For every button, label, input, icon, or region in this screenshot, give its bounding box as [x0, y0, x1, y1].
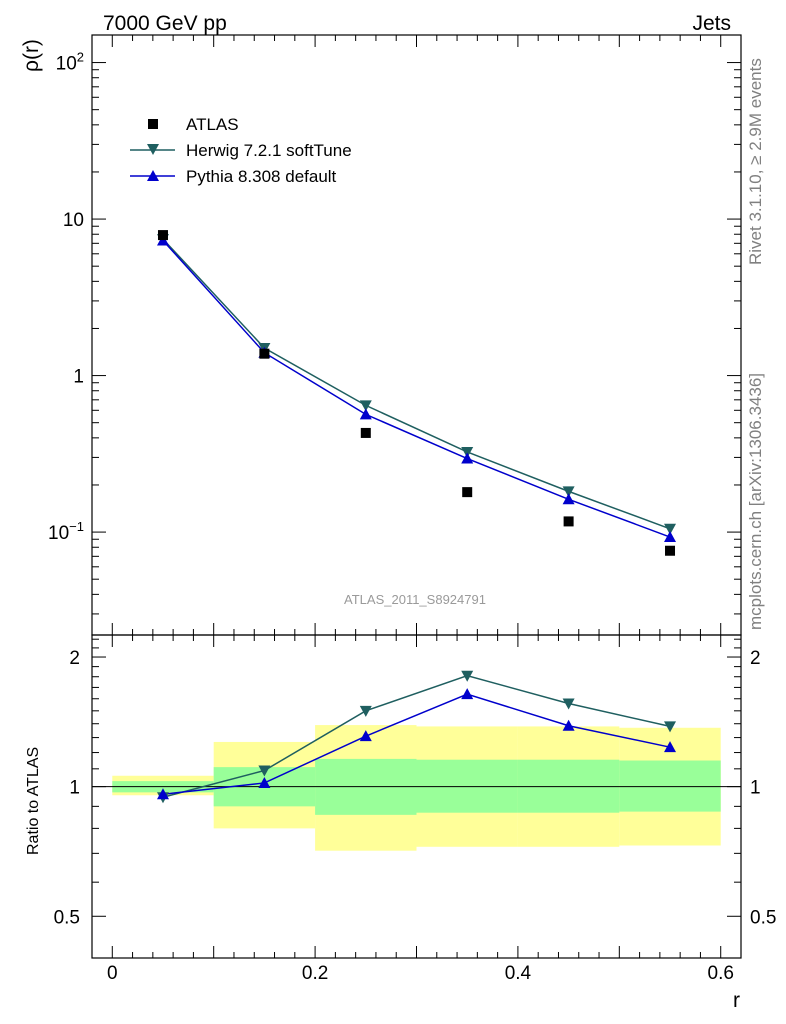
ratio-y-tick-label-right: 1 — [750, 778, 761, 799]
plot-content: 0 0.2 0.4 0.6 10−1 1 10 102 0.5 0.5 1 1 2 2 — [48, 34, 776, 984]
pythia-ratio-point — [258, 776, 271, 788]
pythia-ratio-point — [664, 741, 677, 753]
legend-herwig-marker — [147, 144, 159, 155]
ratio-y-tick-label-left: 0.5 — [54, 907, 80, 928]
legend-atlas-marker — [148, 119, 158, 129]
herwig-ratio-point — [664, 721, 677, 733]
x-tick-label: 0.6 — [708, 963, 734, 984]
legend-pythia-marker — [147, 170, 159, 181]
tick-exponent: 2 — [77, 50, 84, 65]
pythia-ratio-point — [461, 688, 474, 700]
main-y-tick-label: 1 — [73, 367, 84, 388]
herwig-ratio-point — [258, 765, 271, 777]
process-label: Jets — [692, 12, 731, 35]
legend-herwig-label: Herwig 7.2.1 softTune — [186, 141, 352, 160]
herwig-main-point — [664, 523, 677, 535]
pythia-main-point — [562, 493, 575, 505]
main-y-tick-label: 102 — [56, 50, 84, 75]
analysis-watermark: ATLAS_2011_S8924791 — [344, 592, 486, 607]
ratio-y-axis-title: Ratio to ATLAS — [25, 747, 42, 855]
herwig-main-point — [359, 400, 372, 412]
pythia-main-line — [162, 239, 671, 538]
ratio-y-tick-label-right: 0.5 — [750, 907, 776, 928]
pythia-ratio-point — [156, 788, 169, 800]
ratio-band-inner — [619, 760, 721, 812]
atlas-data-point — [462, 487, 473, 498]
atlas-data-point — [665, 545, 676, 556]
tick-exponent: −1 — [69, 519, 84, 534]
legend-atlas-label: ATLAS — [186, 115, 239, 134]
pythia-main-point — [664, 531, 677, 543]
herwig-ratio-point — [461, 670, 474, 682]
collision-label: 7000 GeV pp — [103, 12, 227, 35]
legend: ATLAS Herwig 7.2.1 softTune Pythia 8.308… — [130, 115, 352, 186]
pythia-main-point — [461, 452, 474, 464]
x-tick-label: 0.4 — [505, 963, 532, 984]
main-y-tick-label: 10 — [63, 210, 84, 231]
ratio-y-tick-label-right: 2 — [750, 648, 761, 669]
atlas-data-point — [360, 427, 371, 438]
main-y-axis-title: ρ(r) — [20, 39, 43, 72]
main-y-tick-label: 10−1 — [48, 519, 84, 544]
x-tick-label: 0.2 — [302, 963, 328, 984]
pythia-ratio-point — [359, 730, 372, 742]
herwig-ratio-point — [562, 698, 575, 710]
pythia-ratio-point — [562, 719, 575, 731]
mcplots-source-label: mcplots.cern.ch [arXiv:1306.3436] — [746, 373, 765, 630]
x-axis-title: r — [733, 989, 740, 1012]
pythia-ratio-line — [162, 693, 671, 796]
herwig-main-point — [461, 446, 474, 458]
ratio-y-tick-label-left: 1 — [69, 778, 80, 799]
atlas-data-point — [563, 516, 574, 527]
herwig-ratio-line — [162, 674, 671, 798]
rivet-version-label: Rivet 3.1.10, ≥ 2.9M events — [746, 58, 765, 265]
herwig-main-line — [162, 238, 671, 530]
pythia-main-point — [359, 408, 372, 420]
atlas-data-point — [157, 230, 168, 241]
herwig-ratio-point — [359, 705, 372, 717]
atlas-data-point — [259, 348, 270, 359]
ratio-y-tick-label-left: 2 — [69, 648, 80, 669]
legend-pythia-label: Pythia 8.308 default — [186, 167, 337, 186]
x-tick-label: 0 — [107, 963, 118, 984]
herwig-main-point — [562, 486, 575, 498]
